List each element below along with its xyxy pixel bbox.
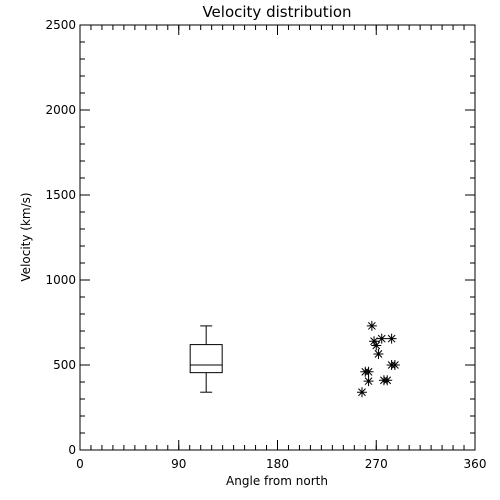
y-tick-label: 2000 xyxy=(45,103,76,117)
data-point-marker xyxy=(386,333,397,344)
y-tick-label: 1500 xyxy=(45,188,76,202)
data-point-marker xyxy=(366,320,377,331)
chart-title: Velocity distribution xyxy=(202,3,351,21)
x-tick-label: 180 xyxy=(266,457,289,471)
box-iqr xyxy=(189,344,223,374)
y-tick-label: 2500 xyxy=(45,18,76,32)
tick-marks xyxy=(79,24,476,451)
data-point-marker xyxy=(363,366,374,377)
x-tick-label: 0 xyxy=(76,457,84,471)
data-point-marker xyxy=(356,387,367,398)
data-point-marker xyxy=(373,348,384,359)
y-axis-title: Velocity (km/s) xyxy=(19,192,33,281)
tick-labels: 0 90 180 270 360 0 500 1000 1500 2000 2500 xyxy=(45,18,486,471)
y-tick-label: 1000 xyxy=(45,273,76,287)
data-point-marker xyxy=(369,336,380,347)
data-point-marker xyxy=(382,375,393,386)
data-points xyxy=(356,320,400,398)
x-axis-title: Angle from north xyxy=(226,474,328,488)
box-plot xyxy=(189,325,223,393)
x-tick-label: 270 xyxy=(365,457,388,471)
y-tick-label: 0 xyxy=(68,443,76,457)
data-point-marker xyxy=(371,340,382,351)
data-point-marker xyxy=(363,376,374,387)
x-tick-label: 360 xyxy=(464,457,487,471)
data-point-marker xyxy=(376,333,387,344)
data-point-marker xyxy=(389,360,400,370)
plot-frame xyxy=(79,24,476,451)
y-tick-label: 500 xyxy=(53,358,76,372)
x-tick-label: 90 xyxy=(171,457,186,471)
